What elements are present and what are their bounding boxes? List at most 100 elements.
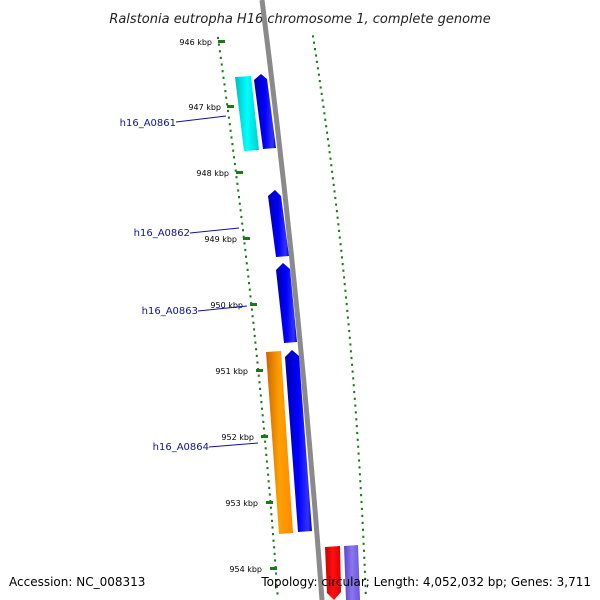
tick-dot — [273, 546, 276, 549]
tick-dot — [242, 235, 245, 238]
tick-dot — [314, 48, 316, 51]
tick-dot — [318, 80, 321, 83]
leader-h16-A0863 — [197, 305, 248, 312]
gene-label-h16-A0864[interactable]: h16_A0864 — [153, 442, 209, 453]
tick-dot — [248, 288, 251, 291]
tick-dot — [249, 295, 252, 298]
kbp-ticks: 946 kbp 947 kbp 948 kbp 949 kbp 950 kbp … — [179, 38, 277, 574]
tick-dot — [364, 591, 367, 594]
tick-954 — [270, 567, 277, 570]
tick-dot — [335, 203, 338, 206]
tick-dot — [259, 394, 262, 397]
cds-h16-A0864-orange[interactable] — [266, 351, 293, 534]
cds-h16-A0863-blue[interactable] — [276, 263, 297, 343]
gene-label-h16-A0862[interactable]: h16_A0862 — [134, 228, 190, 239]
gene-label-h16-A0861[interactable]: h16_A0861 — [120, 118, 176, 129]
tick-dot — [271, 526, 274, 529]
tick-dot — [354, 411, 357, 414]
tick-dot — [327, 144, 330, 147]
accession-text: Accession: NC_008313 — [9, 575, 145, 589]
tick-dot — [262, 420, 265, 423]
tick-dot — [250, 308, 253, 311]
tick-dot — [315, 54, 317, 57]
tick-dot — [349, 350, 352, 353]
tick-dot — [322, 105, 325, 108]
tick-951 — [256, 369, 263, 372]
tick-dot — [346, 316, 349, 319]
tick-dot — [348, 329, 351, 333]
cds-red[interactable] — [325, 546, 341, 600]
tick-label-954: 954 kbp — [229, 565, 262, 574]
tick-dot — [272, 533, 274, 536]
tick-dot — [267, 473, 270, 476]
tick-dot — [343, 283, 346, 286]
tick-dot — [363, 563, 366, 566]
tick-dot — [353, 397, 356, 400]
tick-dot — [252, 321, 255, 324]
tick-dot — [227, 109, 229, 113]
tick-dot — [276, 585, 278, 588]
tick-dot — [328, 151, 331, 154]
tick-dot — [269, 506, 272, 509]
tick-dot — [254, 341, 257, 344]
tick-952 — [261, 435, 268, 438]
tick-dot — [260, 401, 263, 404]
tick-dot — [357, 445, 360, 448]
tick-dot — [227, 116, 230, 119]
tick-dot — [358, 473, 361, 476]
tick-dot — [253, 334, 256, 338]
tick-dot — [355, 425, 358, 428]
cds-h16-A0861-blue[interactable] — [254, 74, 276, 149]
tick-dot — [231, 143, 234, 146]
tick-label-953: 953 kbp — [225, 499, 258, 508]
outer-tick-track-right — [312, 35, 367, 594]
tick-dot — [335, 210, 338, 213]
tick-dot — [230, 136, 233, 139]
tick-dot — [255, 354, 258, 357]
tick-dot — [341, 256, 343, 259]
tick-dot — [268, 486, 271, 489]
tick-dot — [326, 138, 329, 141]
tick-dot — [357, 452, 360, 455]
tick-dot — [326, 131, 329, 134]
tick-dot — [219, 56, 222, 59]
tick-dot — [363, 556, 366, 559]
tick-dot — [221, 70, 224, 73]
cds-h16-A0862-blue[interactable] — [268, 190, 289, 257]
cds-purple[interactable] — [344, 545, 360, 600]
tick-dot — [362, 542, 365, 545]
tick-dot — [246, 268, 249, 271]
tick-dot — [245, 262, 248, 265]
tick-dot — [358, 466, 361, 469]
cds-h16-A0864-blue[interactable] — [285, 350, 312, 532]
tick-dot — [276, 592, 279, 595]
tick-dot — [350, 356, 353, 360]
tick-dot — [341, 263, 344, 266]
tick-dot — [359, 487, 362, 490]
tick-dot — [243, 242, 246, 245]
tick-dot — [271, 519, 273, 522]
tick-dot — [354, 404, 357, 407]
tick-dot — [338, 229, 341, 232]
cds-h16-A0861-cyan[interactable] — [235, 76, 259, 151]
tick-dot — [264, 440, 267, 443]
tick-dot — [351, 363, 354, 366]
tick-dot — [274, 559, 277, 562]
tick-dot — [317, 73, 320, 76]
tick-dot — [325, 125, 328, 128]
tick-949 — [243, 237, 250, 240]
tick-dot — [344, 289, 347, 292]
tick-dot — [360, 494, 363, 497]
tick-label-952: 952 kbp — [221, 433, 254, 442]
tick-dot — [340, 249, 343, 252]
tick-dot — [267, 480, 270, 483]
tick-dot — [346, 309, 349, 312]
tick-dot — [222, 76, 225, 79]
gene-label-h16-A0863[interactable]: h16_A0863 — [142, 306, 198, 317]
tick-dot — [242, 229, 244, 232]
tick-dot — [217, 36, 219, 40]
tick-dot — [275, 579, 278, 582]
tick-dot — [239, 209, 242, 212]
tick-dot — [337, 223, 340, 226]
